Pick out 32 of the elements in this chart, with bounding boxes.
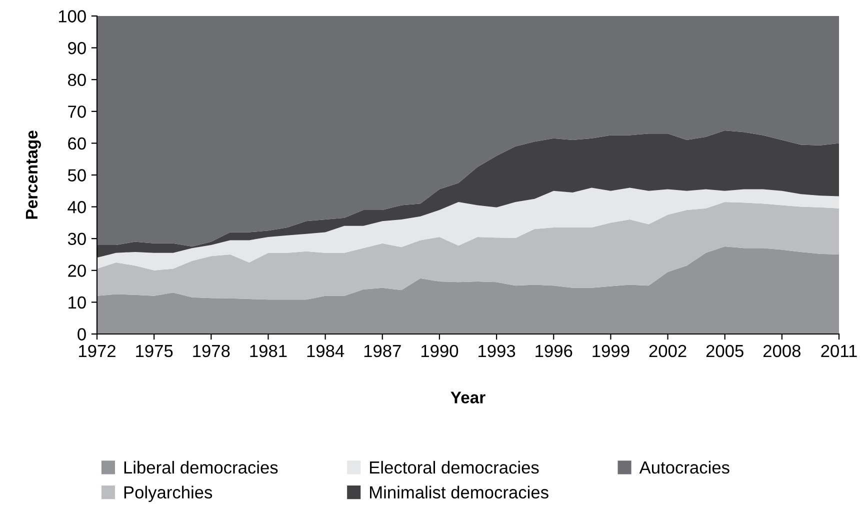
x-tick-label: 1984 <box>307 344 344 358</box>
x-tick-label: 2011 <box>821 344 857 358</box>
legend-label: Electoral democracies <box>370 460 539 474</box>
x-tick-label: 1993 <box>478 344 516 358</box>
y-tick-label: 60 <box>68 137 86 150</box>
x-tick-label: 1975 <box>136 344 173 358</box>
y-axis-title: Percentage <box>26 130 41 219</box>
x-tick-label: 1990 <box>421 344 458 358</box>
y-tick-label: 50 <box>68 169 86 182</box>
x-tick-label: 1987 <box>364 344 401 358</box>
y-tick-label: 0 <box>78 328 86 340</box>
legend-label: Polyarchies <box>124 486 212 502</box>
y-tick-label: 80 <box>68 74 86 86</box>
y-tick-label: 90 <box>68 42 86 54</box>
legend-label: Liberal democracies <box>124 460 278 474</box>
legend-label: Minimalist democracies <box>370 486 548 499</box>
x-axis-title: Year <box>450 392 486 404</box>
x-tick-label: 2008 <box>763 344 800 358</box>
y-tick-label: 100 <box>58 10 86 22</box>
x-tick-label: 1996 <box>536 344 572 358</box>
x-tick-label: 2002 <box>649 344 686 358</box>
y-tick-label: 20 <box>68 264 86 277</box>
x-tick-label: 1999 <box>592 344 630 358</box>
y-tick-label: 30 <box>68 232 86 246</box>
legend-label: Autocracies <box>639 460 730 474</box>
y-tick-label: 10 <box>68 296 86 309</box>
x-tick-label: 1978 <box>193 344 230 358</box>
y-tick-label: 70 <box>68 106 86 118</box>
x-tick-label: 2005 <box>706 344 744 358</box>
x-tick-label: 1972 <box>79 344 116 358</box>
y-tick-label: 40 <box>68 200 86 214</box>
x-tick-label: 1981 <box>250 344 287 358</box>
